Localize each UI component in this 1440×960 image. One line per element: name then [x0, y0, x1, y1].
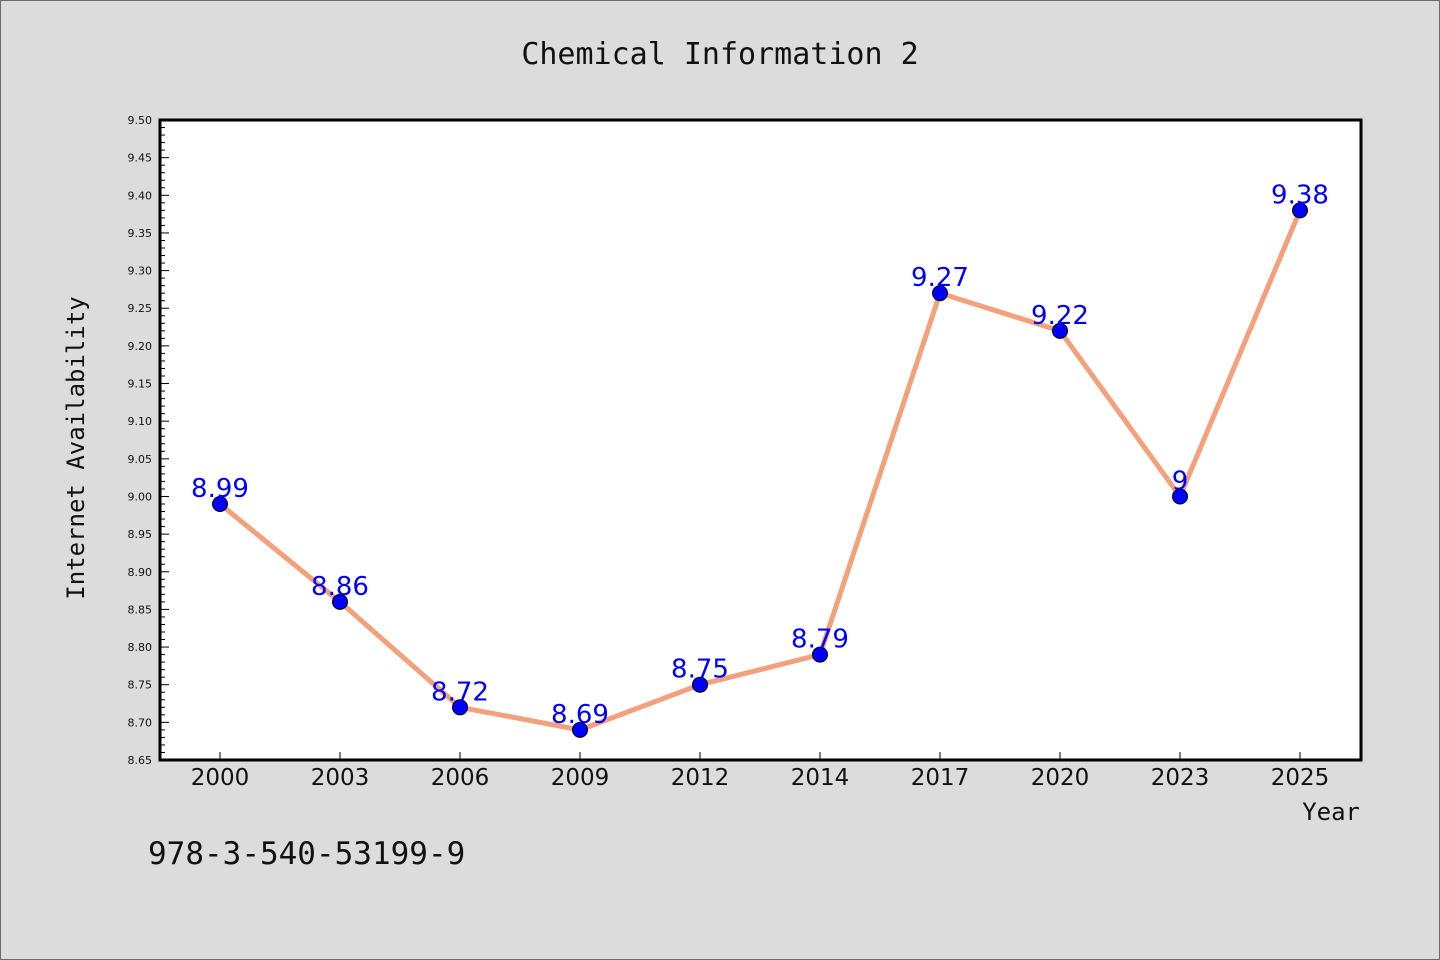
y-axis-label: Internet Availability: [62, 296, 90, 599]
data-labels: 8.99 8.86 8.72 8.69 8.75 8.79 9.27 9.22 9 9.38: [191, 180, 1329, 730]
data-label: 8.75: [671, 655, 729, 685]
data-label: 9.27: [911, 263, 969, 293]
y-tick-label: 9.30: [128, 265, 153, 278]
y-axis-ticks: 8.65 8.70 8.75 8.80 8.85 8.90 8.95 9.00 9.05 9.10…: [128, 114, 169, 767]
data-label: 8.72: [431, 677, 489, 707]
data-point: [1172, 488, 1188, 505]
data-point: [212, 496, 228, 512]
data-point: [932, 285, 948, 302]
data-point: [572, 721, 588, 738]
y-tick-label: 8.95: [128, 528, 153, 541]
data-point: [452, 699, 468, 716]
y-tick-label: 9.35: [128, 227, 153, 240]
x-tick-label: 2006: [431, 765, 490, 791]
x-axis-ticks: 2000 2003 2006 2009 2012 2014 2017 2020 2023 2025: [191, 752, 1330, 791]
plot-area: [160, 120, 1361, 760]
x-tick-label: 2000: [191, 765, 250, 791]
y-tick-label: 8.80: [128, 641, 153, 654]
x-tick-label: 2003: [311, 765, 370, 791]
y-tick-label: 8.90: [128, 566, 153, 579]
y-tick-label: 9.15: [128, 378, 153, 391]
x-tick-label: 2020: [1031, 765, 1090, 791]
chart-title: Chemical Information 2: [521, 37, 918, 72]
data-label: 8.99: [191, 474, 249, 504]
data-point: [1052, 322, 1068, 339]
data-label: 9: [1172, 466, 1189, 496]
x-tick-label: 2025: [1271, 765, 1330, 791]
data-label: 9.38: [1271, 180, 1329, 210]
y-tick-label: 9.10: [128, 415, 153, 428]
data-label: 8.86: [311, 572, 369, 602]
data-point: [332, 593, 348, 610]
y-tick-label: 9.25: [128, 302, 153, 315]
series-markers: [212, 202, 1308, 738]
data-point: [812, 646, 828, 663]
y-tick-label: 8.85: [128, 603, 153, 616]
y-tick-label: 9.50: [128, 114, 153, 127]
x-tick-label: 2009: [551, 765, 610, 791]
data-label: 8.79: [791, 625, 849, 655]
y-tick-label: 9.20: [128, 340, 153, 353]
series-line: [217, 207, 1303, 733]
data-label: 9.22: [1031, 301, 1089, 331]
plot-border: [158, 118, 1363, 762]
y-tick-label: 9.05: [128, 453, 153, 466]
data-label: 8.69: [551, 700, 609, 730]
x-tick-label: 2012: [671, 765, 730, 791]
y-tick-label: 9.40: [128, 189, 153, 202]
y-tick-label: 8.70: [128, 716, 153, 729]
y-tick-label: 9.00: [128, 490, 153, 503]
isbn-text: 978-3-540-53199-9: [148, 836, 465, 872]
data-point: [1292, 202, 1308, 219]
x-axis-label: Year: [1302, 798, 1360, 826]
y-tick-label: 9.45: [128, 152, 153, 165]
data-point: [692, 676, 708, 693]
x-tick-label: 2023: [1151, 765, 1210, 791]
y-tick-label: 8.75: [128, 679, 153, 692]
x-tick-label: 2014: [791, 765, 850, 791]
y-tick-label: 8.65: [128, 754, 153, 767]
x-tick-label: 2017: [911, 765, 970, 791]
